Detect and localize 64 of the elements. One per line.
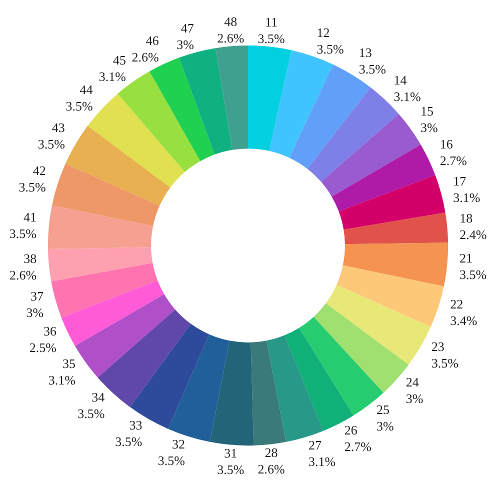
data-label: 3.1% [98,69,126,84]
data-label: 3% [420,120,438,135]
slice-label: 25 [376,402,390,418]
data-label: 3.5% [18,180,46,195]
data-label: 3.5% [258,31,285,46]
slice-label: 32 [172,436,185,452]
data-label: 3.5% [459,266,487,282]
data-label: 3.5% [217,462,244,478]
slice-label: 42 [32,163,46,178]
data-label: 3.1% [453,190,480,206]
slice-label: 12 [316,24,330,40]
slice-label: 11 [265,14,278,30]
slice-label: 16 [440,136,454,152]
slice-label: 14 [394,72,408,88]
slice-label: 31 [224,446,238,461]
slice-label: 17 [453,174,467,189]
slice-label: 18 [460,210,473,226]
data-label: 3.5% [158,453,186,468]
data-label: 3% [26,304,44,320]
data-label: 3% [376,418,394,434]
data-label: 2.7% [344,439,372,454]
slice-label: 44 [80,82,94,97]
data-label: 3.1% [394,88,422,104]
data-label: 3.4% [450,312,478,328]
slice-label: 37 [30,288,44,304]
slice-label: 35 [62,356,76,372]
data-label: 3.5% [115,434,142,450]
slice-label: 28 [264,444,278,460]
data-label: 3.5% [316,41,344,56]
slice-label: 41 [23,210,36,225]
data-label: 2.6% [217,30,244,46]
data-label: 3.5% [9,226,37,242]
data-label: 3.1% [48,372,76,388]
data-label: 3.5% [78,406,105,422]
slice-label: 43 [52,120,65,135]
slice-label: 21 [459,250,472,266]
data-label: 2.5% [29,340,57,355]
data-label: 2.4% [460,226,487,242]
data-label: 2.7% [440,153,468,168]
slice-label: 46 [146,33,160,48]
slice-label: 36 [43,323,57,338]
slice-label: 23 [431,339,444,354]
data-label: 3.1% [308,454,336,469]
slice-label: 26 [344,422,358,438]
data-label: 3% [176,36,194,52]
data-label: 3.5% [431,356,459,370]
slice-label: 34 [92,390,106,405]
slice-label: 45 [112,52,126,68]
slice-label: 13 [358,45,372,60]
data-label: 3% [406,391,424,406]
data-label: 3.5% [358,62,386,77]
data-label: 3.5% [38,136,66,152]
data-label: 3.5% [66,98,93,114]
slice-label: 15 [420,103,434,118]
data-label: 2.6% [258,461,285,476]
slice-label: 24 [406,374,420,390]
data-label: 2.6% [132,50,160,65]
data-label: 2.6% [10,268,37,283]
slice-label: 38 [24,251,37,266]
slice-label: 22 [450,296,464,312]
slice-label: 47 [180,20,194,36]
slice-label: 48 [224,14,238,29]
slice-label: 33 [129,418,142,433]
slice-label: 27 [308,437,322,452]
